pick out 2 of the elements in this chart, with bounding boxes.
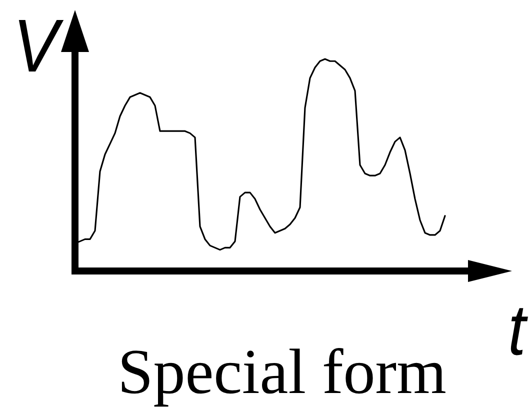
x-axis-title: t bbox=[508, 288, 526, 372]
text: Special form bbox=[118, 335, 446, 409]
